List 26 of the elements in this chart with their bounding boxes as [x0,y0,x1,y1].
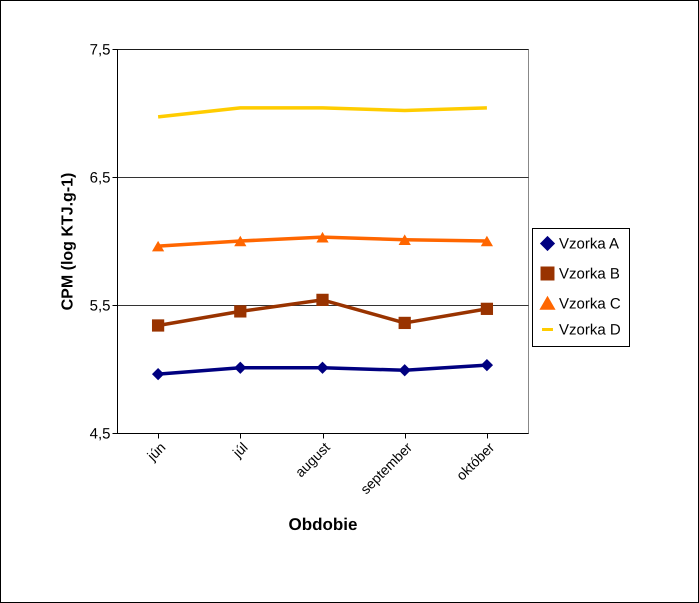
point [234,305,246,318]
point [316,232,329,242]
point [234,362,246,374]
legend-label: Vzorka B [559,266,620,282]
y-tick-label: 5,5 [90,298,110,314]
point [398,364,411,376]
legend-label: Vzorka A [559,236,620,252]
point [152,240,164,252]
legend-label: Vzorka D [559,322,621,338]
legend-label: Vzorka C [559,296,621,312]
point [398,234,411,246]
point [316,294,329,306]
y-tick-label: 7,5 [90,42,110,58]
y-tick-label: 4,5 [90,426,110,442]
y-tick-label: 6,5 [90,170,110,186]
point [152,368,164,380]
x-tick-label: jún [143,439,168,464]
point [480,302,494,315]
x-tick-label: júl [228,439,251,462]
point [398,316,411,330]
x-axis-title: Obdobie [288,515,358,534]
y-axis-title: CPM (log KTJ.g-1) [60,172,77,310]
point [152,319,164,332]
point [480,236,494,246]
point [480,359,494,372]
point [234,236,246,246]
